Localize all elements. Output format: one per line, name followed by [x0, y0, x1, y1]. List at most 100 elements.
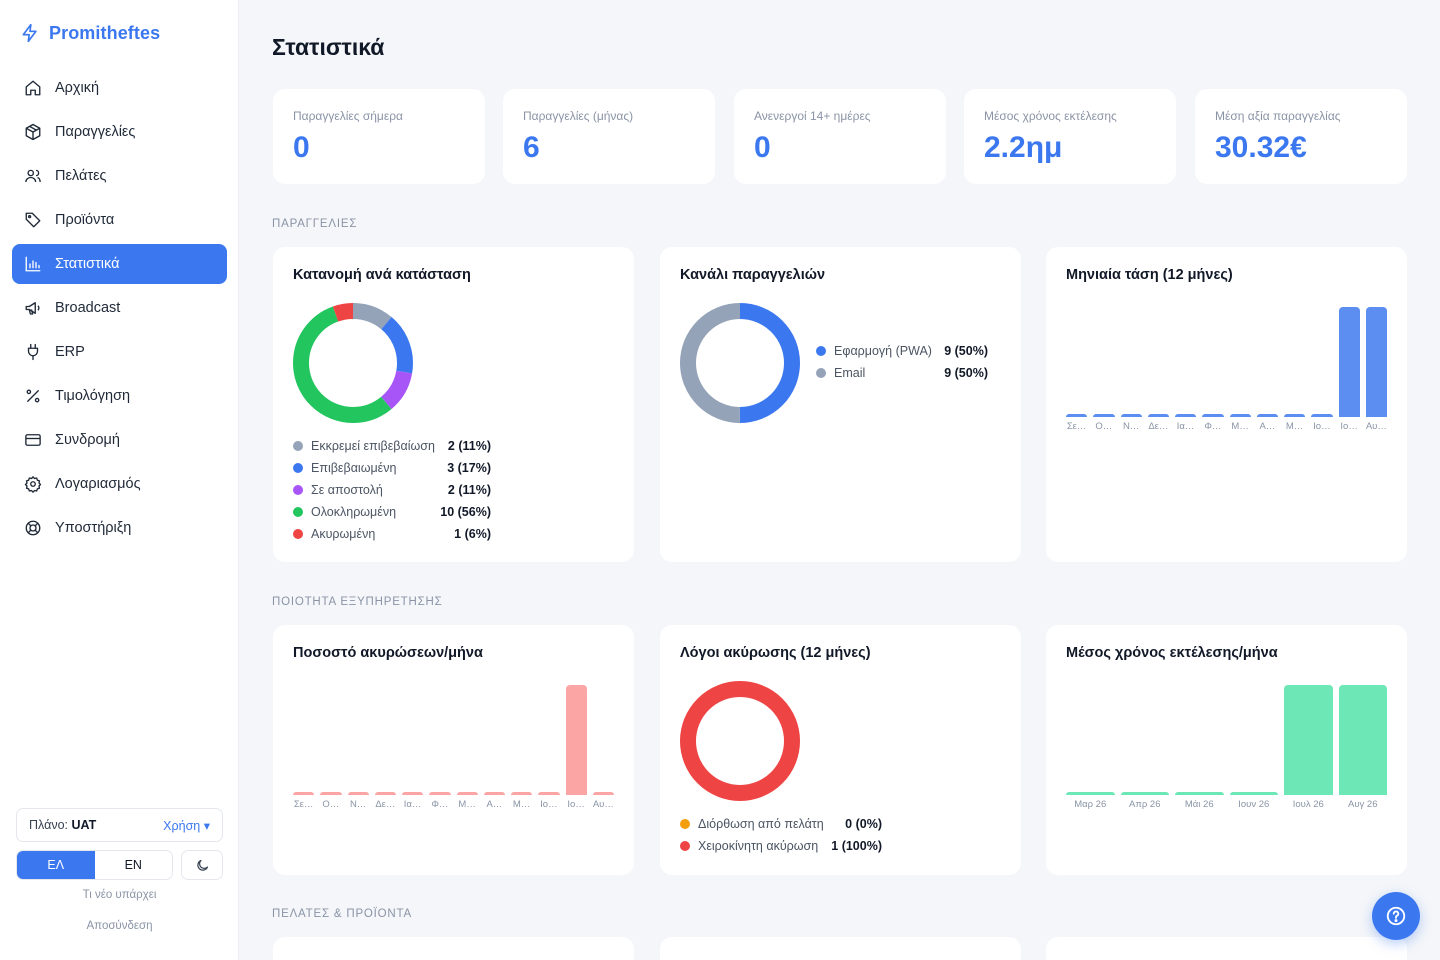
bar-column: Σε… — [1066, 414, 1088, 432]
chart-card-cancellation-rate: Ποσοστό ακυρώσεων/μήνα Σε… Ο… Ν… Δε… Ια… Φ… Μ…… — [273, 625, 634, 875]
gear-icon — [24, 476, 42, 493]
sidebar-item-label: ERP — [55, 344, 85, 360]
kpi-card: Ανενεργοί 14+ ημέρες 0 — [734, 89, 946, 184]
bar[interactable] — [565, 685, 587, 795]
bar[interactable] — [1066, 792, 1115, 795]
theme-toggle-button[interactable] — [181, 850, 223, 880]
bar[interactable] — [1256, 414, 1278, 417]
box-icon — [25, 123, 41, 141]
usage-dropdown[interactable]: Χρήση ▾ — [163, 818, 210, 833]
home-icon — [25, 80, 41, 96]
bar-label: Δε… — [1148, 421, 1169, 432]
sidebar-item-account[interactable]: Λογαριασμός — [12, 464, 227, 504]
bar[interactable] — [1093, 414, 1115, 417]
logout-link[interactable]: Αποσύνδεση — [86, 920, 153, 932]
bar[interactable] — [1120, 792, 1169, 795]
bar[interactable] — [1365, 307, 1387, 417]
lang-en-button[interactable]: EN — [124, 858, 142, 872]
bar[interactable] — [456, 792, 478, 795]
legend-item: Ακυρωμένη 1 (6%) — [293, 523, 491, 545]
bar-label: Ιουν 26 — [1238, 799, 1270, 810]
monthly-trend-bars: Σε… Ο… Ν… Δε… Ια… Φ… Μ… Α… Μ… Ιο… Ιο… Αυ… — [1066, 302, 1387, 432]
bar[interactable] — [538, 792, 560, 795]
kpi-card: Μέσος χρόνος εκτέλεσης 2.2ημ — [964, 89, 1176, 184]
bar-column: Α… — [1256, 414, 1278, 432]
bar[interactable] — [1284, 414, 1306, 417]
plan-selector[interactable]: Πλάνο: UAT Χρήση ▾ — [16, 808, 223, 842]
bar[interactable] — [1175, 414, 1197, 417]
bar-label: Ν… — [349, 799, 367, 810]
legend-item: Εκκρεμεί επιβεβαίωση 2 (11%) — [293, 435, 491, 457]
bar[interactable] — [1284, 685, 1333, 795]
sidebar-item-home[interactable]: Αρχική — [12, 68, 227, 108]
bar-label: Αυ… — [592, 799, 614, 810]
bar-column: Μ… — [1229, 414, 1251, 432]
bar[interactable] — [1147, 414, 1169, 417]
section-title-orders: ΠΑΡΑΓΓΕΛΙΕΣ — [272, 218, 358, 230]
bar-column: Μαρ 26 — [1066, 792, 1115, 810]
bar[interactable] — [1338, 307, 1360, 417]
bar[interactable] — [1066, 414, 1088, 417]
bar-label: Ιουλ 26 — [1292, 799, 1324, 810]
bar-column: Ιουλ 26 — [1284, 685, 1333, 810]
sidebar-item-orders[interactable]: Παραγγελίες — [12, 112, 227, 152]
legend-label: Σε αποστολή — [311, 483, 383, 497]
bar-column: Ιο… — [1311, 414, 1333, 432]
sidebar-item-label: Πελάτες — [55, 168, 107, 184]
sidebar-item-support[interactable]: Υποστήριξη — [12, 508, 227, 548]
kpi-value: 30.32€ — [1215, 131, 1307, 164]
legend-item: Επιβεβαιωμένη 3 (17%) — [293, 457, 491, 479]
bar[interactable] — [1229, 414, 1251, 417]
sidebar-item-products[interactable]: Προϊόντα — [12, 200, 227, 240]
sidebar-item-broadcast[interactable]: Broadcast — [12, 288, 227, 328]
donut-slice — [680, 681, 800, 801]
page-title: Στατιστικά — [272, 34, 385, 60]
legend-label: Email — [834, 366, 866, 380]
sidebar-item-statistics[interactable]: Στατιστικά — [12, 244, 227, 284]
legend-item: Χειροκίνητη ακύρωση 1 (100%) — [680, 835, 882, 857]
bar[interactable] — [293, 792, 315, 795]
bar-column: Δε… — [1147, 414, 1169, 432]
sidebar-item-subscription[interactable]: Συνδρομή — [12, 420, 227, 460]
bar[interactable] — [1120, 414, 1142, 417]
lang-el-button[interactable]: ΕΛ — [17, 851, 95, 879]
legend-item: Σε αποστολή 2 (11%) — [293, 479, 491, 501]
sidebar-item-label: Τιμολόγηση — [55, 388, 131, 404]
plan-label: Πλάνο: UAT — [29, 818, 96, 832]
sidebar-item-customers[interactable]: Πελάτες — [12, 156, 227, 196]
bar-label: Μ… — [1231, 421, 1249, 432]
kpi-value: 0 — [754, 131, 771, 164]
moon-icon — [196, 859, 208, 871]
bar[interactable] — [592, 792, 614, 795]
brand[interactable]: Promitheftes — [20, 22, 160, 44]
bar[interactable] — [1202, 414, 1224, 417]
bar[interactable] — [511, 792, 533, 795]
bar[interactable] — [320, 792, 342, 795]
bar-column: Φ… — [429, 792, 451, 810]
bar[interactable] — [1311, 414, 1333, 417]
whats-new-link[interactable]: Τι νέο υπάρχει — [82, 889, 157, 901]
bar[interactable] — [347, 792, 369, 795]
bar[interactable] — [429, 792, 451, 795]
sidebar-item-erp[interactable]: ERP — [12, 332, 227, 372]
sidebar-item-invoicing[interactable]: Τιμολόγηση — [12, 376, 227, 416]
question-icon — [1386, 906, 1406, 926]
tag-icon — [25, 212, 41, 228]
megaphone-icon — [25, 302, 40, 315]
bar[interactable] — [483, 792, 505, 795]
bar-label: Ιο… — [540, 799, 558, 810]
bar-column: Ιο… — [1338, 307, 1360, 432]
bar-label: Ο… — [322, 799, 340, 810]
kpi-label: Ανενεργοί 14+ ημέρες — [754, 109, 871, 123]
bar[interactable] — [374, 792, 396, 795]
bar[interactable] — [1175, 792, 1224, 795]
bar[interactable] — [402, 792, 424, 795]
kpi-card: Μέση αξία παραγγελίας 30.32€ — [1195, 89, 1407, 184]
chart-card-placeholder — [660, 937, 1021, 960]
bar-label: Αυγ 26 — [1348, 799, 1378, 810]
bar[interactable] — [1229, 792, 1278, 795]
help-button[interactable] — [1372, 892, 1420, 940]
sidebar: Promitheftes Αρχική Παραγγελίες Πελάτες … — [0, 0, 239, 960]
legend-dot — [816, 346, 826, 356]
bar[interactable] — [1338, 685, 1387, 795]
